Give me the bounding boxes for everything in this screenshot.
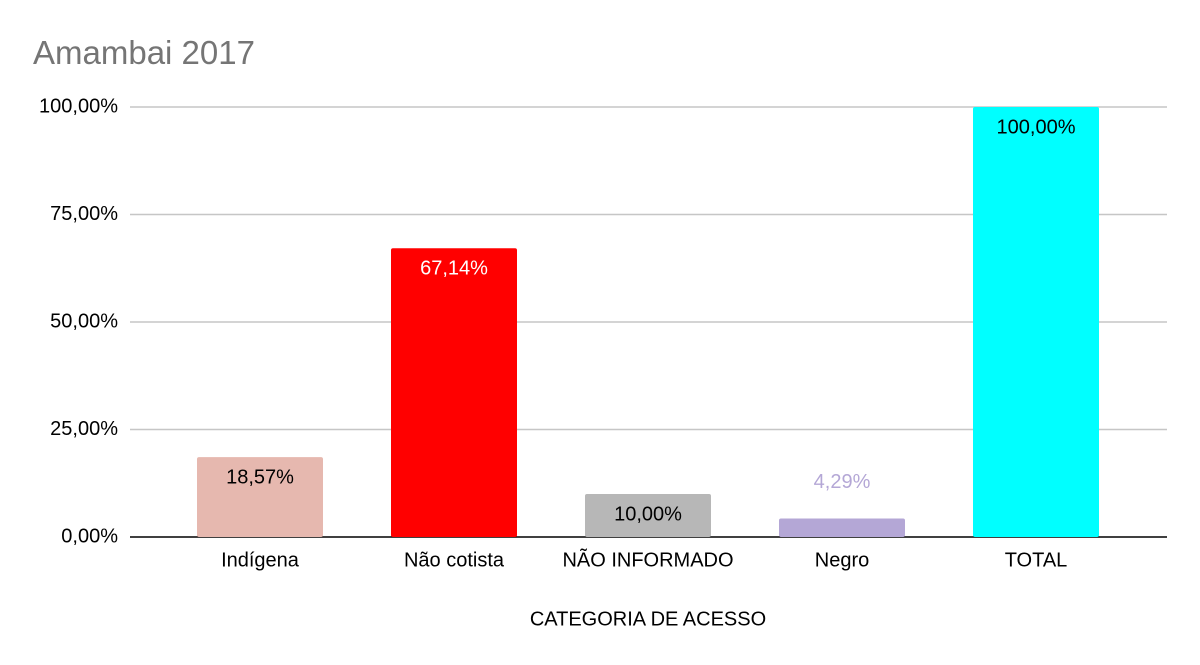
y-tick-label: 50,00%: [50, 310, 118, 332]
x-tick-label: Negro: [815, 549, 869, 571]
bar: [391, 248, 517, 537]
x-tick-label: Não cotista: [404, 549, 505, 571]
bar: [973, 107, 1099, 537]
x-tick-label: Indígena: [221, 549, 300, 571]
bar: [197, 457, 323, 537]
chart-title: Amambai 2017: [33, 34, 255, 71]
value-label: 100,00%: [997, 116, 1076, 138]
x-tick-label: NÃO INFORMADO: [562, 547, 733, 571]
x-tick-label: TOTAL: [1005, 549, 1068, 571]
y-tick-label: 100,00%: [39, 95, 118, 117]
y-tick-label: 75,00%: [50, 203, 118, 225]
y-tick-label: 0,00%: [61, 525, 118, 547]
y-tick-label: 25,00%: [50, 418, 118, 440]
value-label: 4,29%: [814, 471, 871, 493]
bar: [585, 494, 711, 537]
x-axis-label: CATEGORIA DE ACESSO: [530, 608, 766, 630]
value-label: 18,57%: [226, 466, 294, 488]
bar: [779, 518, 905, 537]
value-label: 10,00%: [614, 503, 682, 525]
value-label: 67,14%: [420, 258, 488, 280]
